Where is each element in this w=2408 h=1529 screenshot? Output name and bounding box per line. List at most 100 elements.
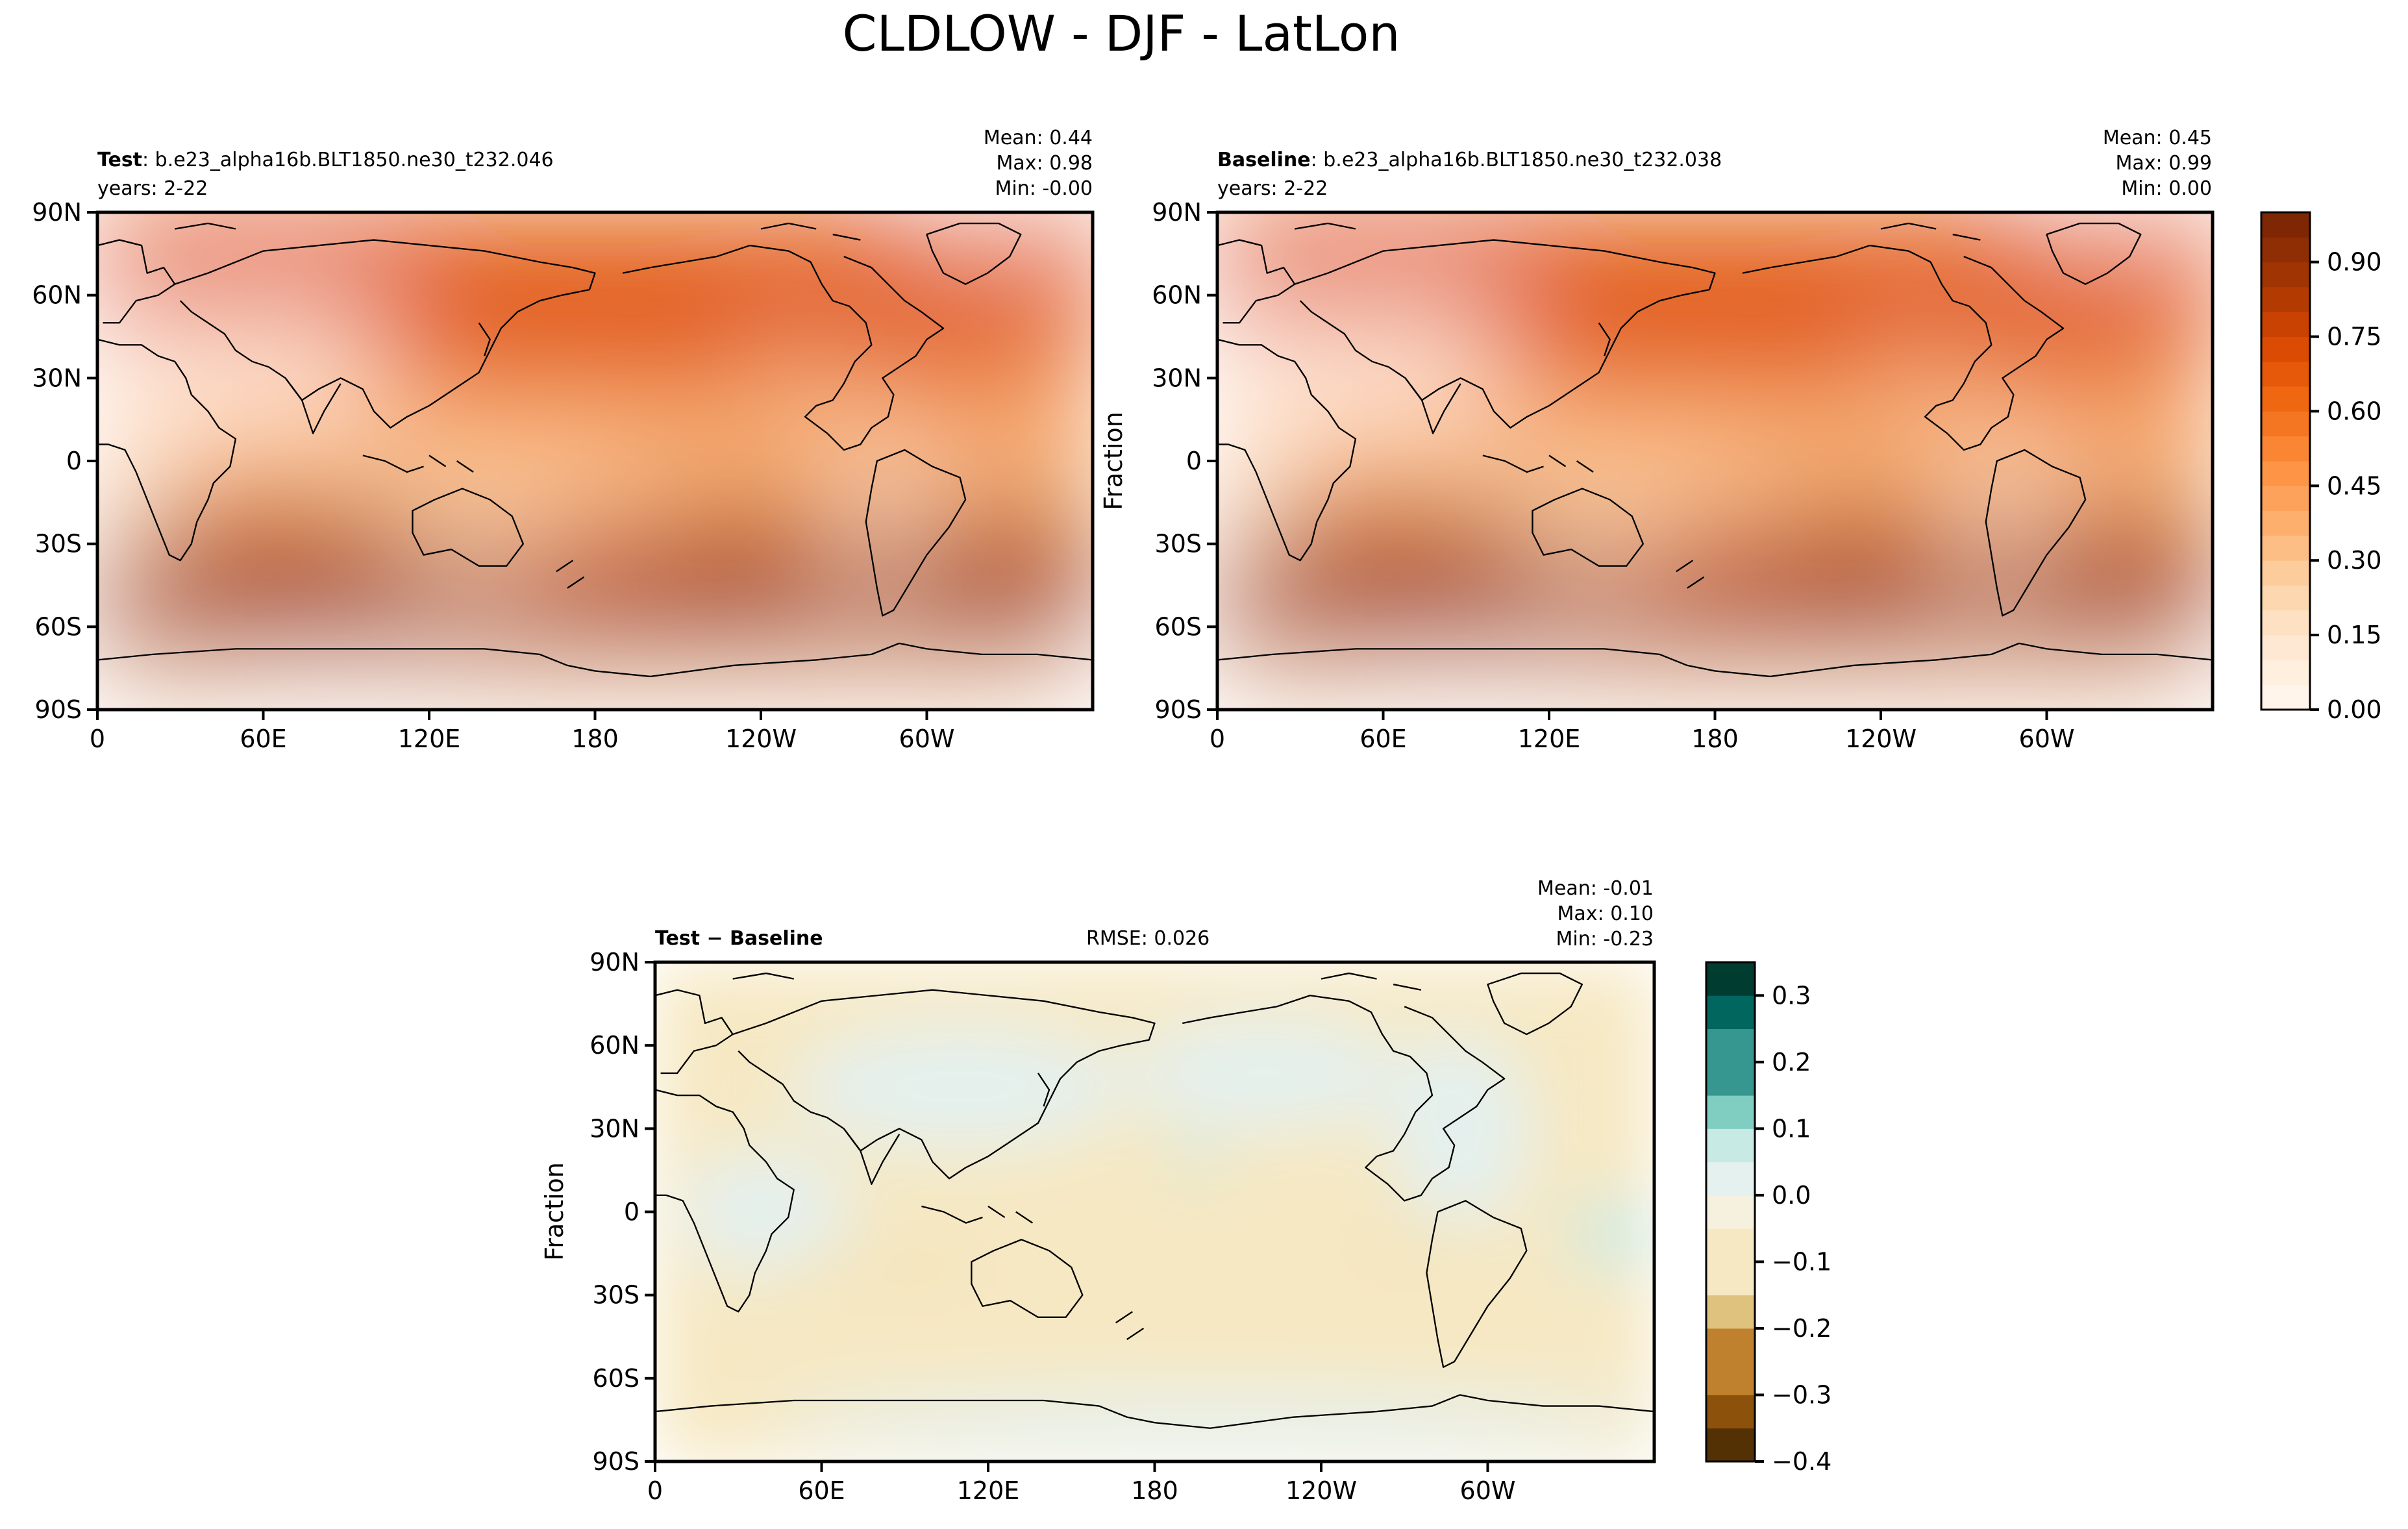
colorbar-level xyxy=(1706,1428,1755,1462)
colorbar-level xyxy=(2261,635,2310,660)
y-tick-label: 90N xyxy=(1152,198,1202,227)
x-tick-label: 60W xyxy=(2019,725,2075,753)
x-tick-label: 120E xyxy=(398,725,461,753)
colorbar-level xyxy=(2261,237,2310,263)
x-tick-label: 180 xyxy=(1691,725,1739,753)
diff-stat-max: Max: 0.10 xyxy=(1558,902,1654,925)
test-map xyxy=(97,212,1093,710)
colorbar-level xyxy=(2261,286,2310,312)
y-tick-label: 0 xyxy=(1186,447,1202,475)
y-tick-label: 30S xyxy=(35,530,82,558)
y-tick-label: 60S xyxy=(1155,612,1202,641)
y-tick-label: 60S xyxy=(35,612,82,641)
colorbar-tick-label: 0.15 xyxy=(2327,621,2382,649)
colorbar-level xyxy=(2261,361,2310,387)
baseline-stat-mean: Mean: 0.45 xyxy=(2103,127,2212,149)
colorbar-level xyxy=(2261,684,2310,710)
diff-stat-min: Min: -0.23 xyxy=(1556,928,1654,951)
y-tick-label: 90S xyxy=(593,1447,639,1476)
colorbar-level xyxy=(1706,1395,1755,1429)
colorbar-tick-label: 0.90 xyxy=(2327,248,2382,277)
test-label-bold: Test xyxy=(97,149,142,171)
x-tick-label: 60W xyxy=(899,725,955,753)
y-tick-label: 60N xyxy=(32,281,82,310)
colorbar-tick-label: −0.1 xyxy=(1772,1247,1831,1276)
x-tick-label: 120W xyxy=(1285,1476,1357,1505)
test-label-rest: : b.e23_alpha16b.BLT1850.ne30_t232.046 xyxy=(142,149,554,171)
colorbar-level xyxy=(2261,610,2310,636)
colorbar-level xyxy=(1706,1262,1755,1296)
colorbar-level xyxy=(1706,1095,1755,1129)
baseline-stat-max: Max: 0.99 xyxy=(2116,152,2212,175)
x-tick-label: 60E xyxy=(240,725,286,753)
baseline-label-bold: Baseline xyxy=(1217,149,1311,171)
diff-stat-mean: Mean: -0.01 xyxy=(1537,877,1654,900)
colorbar-level xyxy=(2261,660,2310,686)
x-tick-label: 60E xyxy=(1359,725,1406,753)
baseline-panel: Baseline: b.e23_alpha16b.BLT1850.ne30_t2… xyxy=(1099,127,2382,753)
colorbar-level xyxy=(1706,1195,1755,1229)
colorbar-tick-label: 0.75 xyxy=(2327,323,2382,351)
colorbar-level xyxy=(2261,510,2310,536)
baseline-ylabel: Fraction xyxy=(1099,412,1128,510)
diff-panel: Test − Baseline RMSE: 0.026 Mean: -0.01 … xyxy=(540,877,1831,1505)
x-tick-label: 0 xyxy=(90,725,105,753)
colorbar-tick-label: −0.4 xyxy=(1772,1447,1831,1476)
baseline-map xyxy=(1217,212,2213,710)
test-label: Test: b.e23_alpha16b.BLT1850.ne30_t232.0… xyxy=(97,149,554,171)
colorbar-level xyxy=(2261,411,2310,437)
test-stat-max: Max: 0.98 xyxy=(997,152,1093,175)
y-tick-label: 30N xyxy=(32,364,82,392)
y-tick-label: 60N xyxy=(1152,281,1202,310)
colorbar-level xyxy=(1706,1028,1755,1063)
colorbar-level xyxy=(1706,1228,1755,1262)
colorbar-frame xyxy=(1705,961,1756,1463)
y-tick-label: 30N xyxy=(590,1114,639,1143)
colorbar-level xyxy=(1706,1062,1755,1096)
colorbar-level xyxy=(2261,535,2310,561)
colorbar-level xyxy=(2261,560,2310,586)
test-stat-min: Min: -0.00 xyxy=(995,177,1093,200)
x-tick-label: 120E xyxy=(957,1476,1020,1505)
colorbar-level xyxy=(2261,262,2310,288)
baseline-label: Baseline: b.e23_alpha16b.BLT1850.ne30_t2… xyxy=(1217,149,1722,171)
diff-map xyxy=(655,962,1654,1461)
colorbar-tick-label: 0.00 xyxy=(2327,695,2382,724)
colorbar-level xyxy=(1706,1361,1755,1395)
colorbar-tick-label: −0.2 xyxy=(1772,1314,1831,1343)
colorbar-level xyxy=(1706,1128,1755,1163)
diverging-colorbar: −0.4 −0.3 −0.2 −0.1 0.0 0.1 0.2 0.3 xyxy=(1705,961,1831,1476)
figure-title: CLDLOW - DJF - LatLon xyxy=(842,5,1400,62)
x-tick-label: 0 xyxy=(1210,725,1225,753)
colorbar-tick-label: 0.1 xyxy=(1772,1114,1811,1143)
y-tick-label: 90N xyxy=(32,198,82,227)
y-tick-label: 30N xyxy=(1152,364,1202,392)
colorbar-level xyxy=(1706,1295,1755,1329)
colorbar-tick-label: 0.45 xyxy=(2327,471,2382,500)
x-tick-label: 60E xyxy=(798,1476,845,1505)
y-tick-label: 0 xyxy=(624,1198,639,1226)
y-tick-label: 30S xyxy=(1155,530,1202,558)
colorbar-frame xyxy=(2260,211,2311,711)
x-tick-label: 120W xyxy=(725,725,797,753)
baseline-label-rest: : b.e23_alpha16b.BLT1850.ne30_t232.038 xyxy=(1311,149,1722,171)
colorbar-level xyxy=(2261,461,2310,486)
colorbar-level xyxy=(2261,212,2310,238)
colorbar-tick-label: 0.30 xyxy=(2327,546,2382,575)
colorbar-tick-label: 0.0 xyxy=(1772,1181,1811,1210)
y-tick-label: 90S xyxy=(1155,695,1202,724)
sequential-colorbar: 0.00 0.15 0.30 0.45 0.60 0.75 0.90 xyxy=(2260,211,2382,724)
x-tick-label: 180 xyxy=(571,725,619,753)
colorbar-level xyxy=(1706,1328,1755,1362)
y-tick-label: 60S xyxy=(593,1364,639,1393)
colorbar-level xyxy=(2261,486,2310,512)
colorbar-tick-label: 0.60 xyxy=(2327,397,2382,425)
colorbar-level xyxy=(2261,312,2310,337)
baseline-stat-min: Min: 0.00 xyxy=(2121,177,2212,200)
y-tick-label: 30S xyxy=(593,1281,639,1310)
colorbar-tick-label: 0.2 xyxy=(1772,1048,1811,1076)
colorbar-level xyxy=(1706,995,1755,1030)
colorbar-tick-label: −0.3 xyxy=(1772,1380,1831,1409)
diff-ylabel: Fraction xyxy=(540,1162,569,1261)
